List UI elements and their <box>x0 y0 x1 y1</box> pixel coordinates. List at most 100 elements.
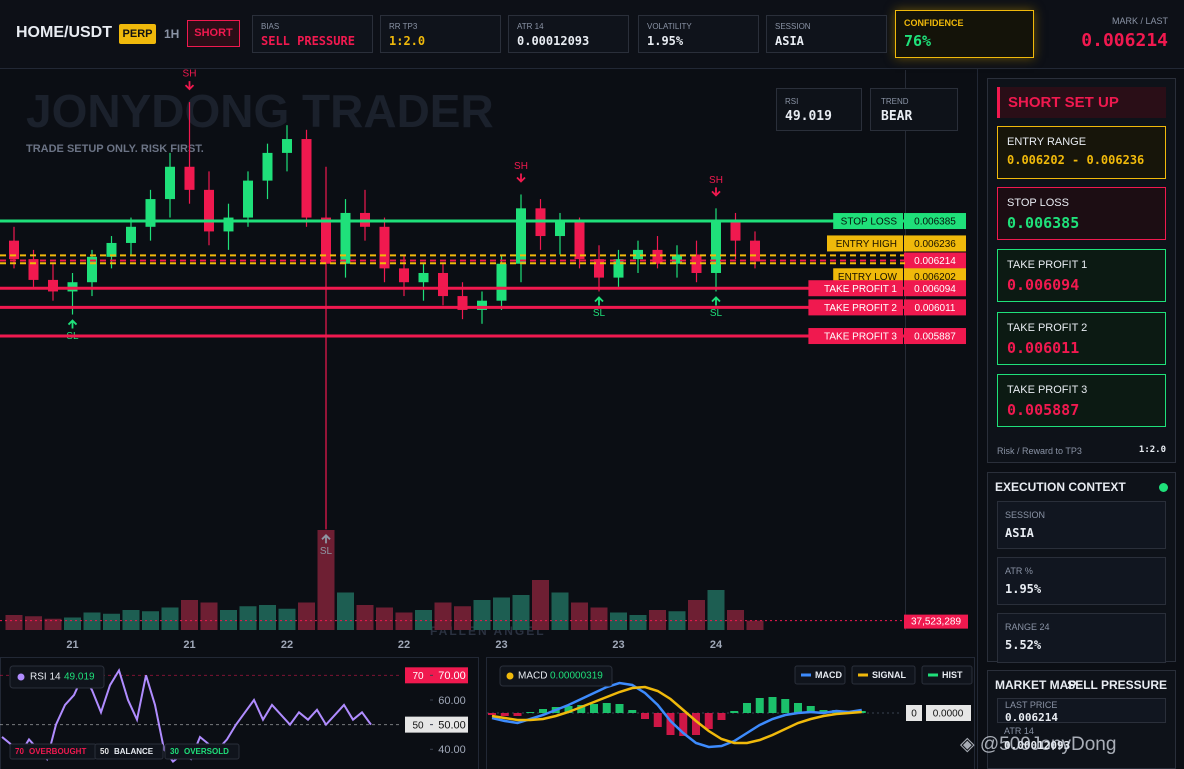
swing-high-arrow <box>184 81 195 91</box>
context-card-label: RANGE 24 <box>1005 622 1050 632</box>
hist-bar <box>755 698 764 713</box>
setup-card: ENTRY RANGE 0.006202 - 0.006236 <box>997 126 1166 179</box>
setup-card-label: STOP LOSS <box>1007 197 1069 209</box>
volume-bar <box>668 611 686 630</box>
context-card: SESSION ASIA <box>997 501 1166 549</box>
market-map-title: MARKET MAP <box>995 678 1077 692</box>
candle-body <box>262 152 273 181</box>
badge: PERP <box>119 24 156 44</box>
rsi-legend-dot <box>17 673 25 681</box>
volume-bar <box>551 592 569 630</box>
mark-label: MARK / LAST <box>1111 16 1168 26</box>
level-tag <box>808 280 903 297</box>
candle-body <box>301 139 312 218</box>
rsi-level-badge-value: 70 <box>15 747 24 756</box>
swing-low-arrow <box>321 534 331 544</box>
hist-bar <box>717 713 726 720</box>
setup-card: STOP LOSS 0.006385 <box>997 187 1166 240</box>
rsi-level-badge-value: 30 <box>170 747 179 756</box>
confidence-box: CONFIDENCE 76% <box>895 10 1034 58</box>
setup-card-label: TAKE PROFIT 3 <box>1007 384 1088 396</box>
rsi-level-tag <box>405 667 468 684</box>
rsi-panel <box>0 657 479 769</box>
volume-bar <box>278 608 296 630</box>
hist-bar <box>666 713 675 735</box>
x-tick-label: 24 <box>710 639 723 651</box>
candle-body <box>672 254 682 264</box>
swing-low-arrow <box>594 296 604 306</box>
stat-value: 1.95% <box>647 34 684 48</box>
level-tag-label: TAKE PROFIT 2 <box>824 303 897 314</box>
candle-body <box>223 217 234 232</box>
setup-card-value: 0.006385 <box>1007 214 1080 232</box>
candle-body <box>516 208 526 264</box>
hist-bar <box>781 699 790 713</box>
swing-high-arrow <box>711 187 721 197</box>
last-price-label: LAST PRICE <box>1005 700 1058 710</box>
volume-bar <box>259 605 276 630</box>
macd-panel <box>486 657 975 769</box>
rsi-legend-value: 49.019 <box>64 672 95 683</box>
context-card-value: ASIA <box>1005 526 1034 540</box>
candle-body <box>9 240 19 260</box>
macd-header-name: MACD <box>518 671 547 682</box>
candle-body <box>750 240 760 262</box>
candle-body <box>496 263 507 301</box>
context-card: RANGE 24 5.52% <box>997 613 1166 663</box>
candle-body <box>204 189 214 232</box>
hist-bar <box>641 713 649 719</box>
stat-box: VOLATILITY 1.95% <box>638 15 759 53</box>
zero-tag-label: 0 <box>911 709 917 720</box>
candle-body <box>87 256 97 283</box>
macd-line <box>491 685 862 745</box>
setup-title: SHORT SET UP <box>997 87 1166 118</box>
context-card-label: SESSION <box>1005 510 1046 520</box>
level-value-tag <box>904 299 966 316</box>
execution-panel: EXECUTION CONTEXT SESSION ASIA ATR % 1.95% R… <box>987 472 1176 663</box>
macd-line <box>491 681 862 749</box>
volume-bar <box>434 602 452 630</box>
candle-body <box>282 139 292 153</box>
hist-bar <box>577 705 586 713</box>
mark-value: 0.006214 <box>1081 30 1168 51</box>
level-value-label: 0.005887 <box>914 332 956 343</box>
candle-body <box>574 222 585 260</box>
volume-bar <box>317 530 335 630</box>
level-value-label: 0.006236 <box>914 239 956 250</box>
level-tag <box>833 213 903 230</box>
setup-card: TAKE PROFIT 3 0.005887 <box>997 374 1166 427</box>
rsi-level-badge-label: OVERSOLD <box>184 747 229 756</box>
status-dot <box>1159 483 1168 492</box>
side-button[interactable]: SHORT <box>187 20 240 47</box>
rsi-legend <box>9 665 105 689</box>
candle-body <box>457 296 468 310</box>
setup-card: TAKE PROFIT 1 0.006094 <box>997 249 1166 302</box>
credit: ◈ @509JonyDong <box>960 733 1116 756</box>
hist-bar <box>768 697 777 713</box>
context-card-value: 5.52% <box>1005 638 1042 652</box>
y-tick-label: 40.00 <box>438 744 466 756</box>
hist-bar <box>615 704 624 713</box>
rsi-box: RSI 49.019 <box>776 88 862 131</box>
setup-card-value: 0.006202 - 0.006236 <box>1007 153 1145 167</box>
rsi-level-badge <box>94 743 164 760</box>
candle-body <box>633 249 643 260</box>
market-map-bias: SELL PRESSURE <box>1067 678 1167 692</box>
rsi-level-badge <box>164 743 240 760</box>
timeframe[interactable]: 1H <box>164 27 180 41</box>
volume-bar <box>493 597 510 630</box>
volume-bar <box>473 600 491 630</box>
volume-bar <box>298 602 315 630</box>
candle-body <box>165 166 175 200</box>
y-tick-label: 50.00 <box>438 720 466 732</box>
hist-bar <box>500 713 509 716</box>
level-value-tag <box>904 235 966 252</box>
hist-bar <box>526 712 535 713</box>
atr-label: ATR 14 <box>1004 726 1034 736</box>
volume-bar <box>220 610 237 630</box>
legend-box <box>794 665 846 685</box>
hist-bar <box>513 713 522 716</box>
swing-high-label: SH <box>709 175 723 186</box>
rsi-box-label: RSI <box>785 97 799 106</box>
hist-bar <box>679 713 688 736</box>
